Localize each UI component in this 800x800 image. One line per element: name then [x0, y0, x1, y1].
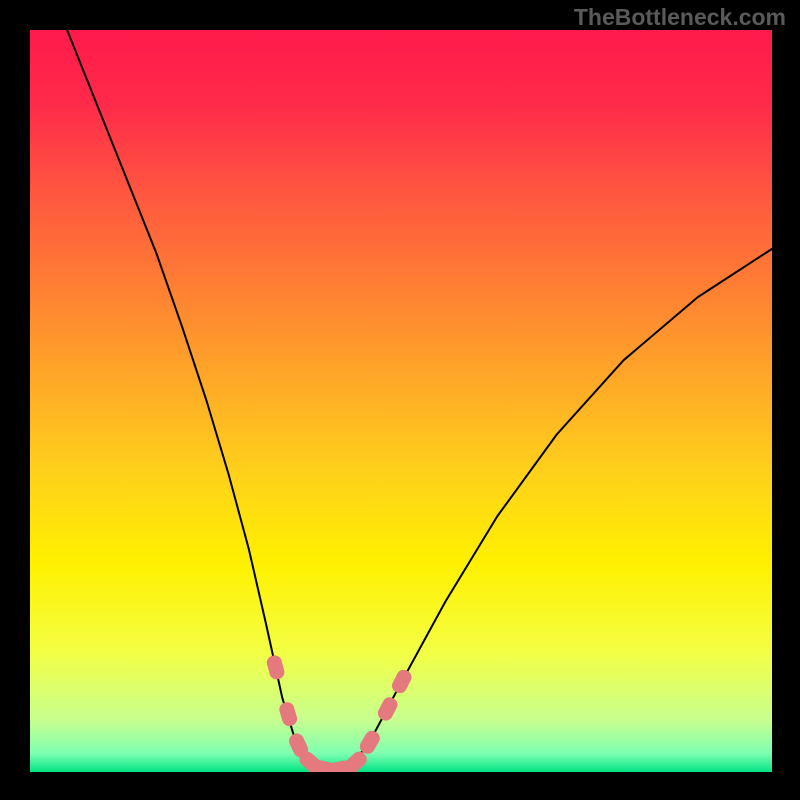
curve-markers [265, 654, 414, 772]
chart-frame: TheBottleneck.com [0, 0, 800, 800]
bottleneck-curve [67, 30, 772, 770]
curve-marker [375, 695, 399, 723]
curve-marker [390, 667, 414, 695]
curve-layer [30, 30, 772, 772]
curve-marker [265, 654, 286, 681]
curve-marker [278, 700, 299, 727]
plot-area [30, 30, 772, 772]
watermark-text: TheBottleneck.com [574, 4, 786, 31]
